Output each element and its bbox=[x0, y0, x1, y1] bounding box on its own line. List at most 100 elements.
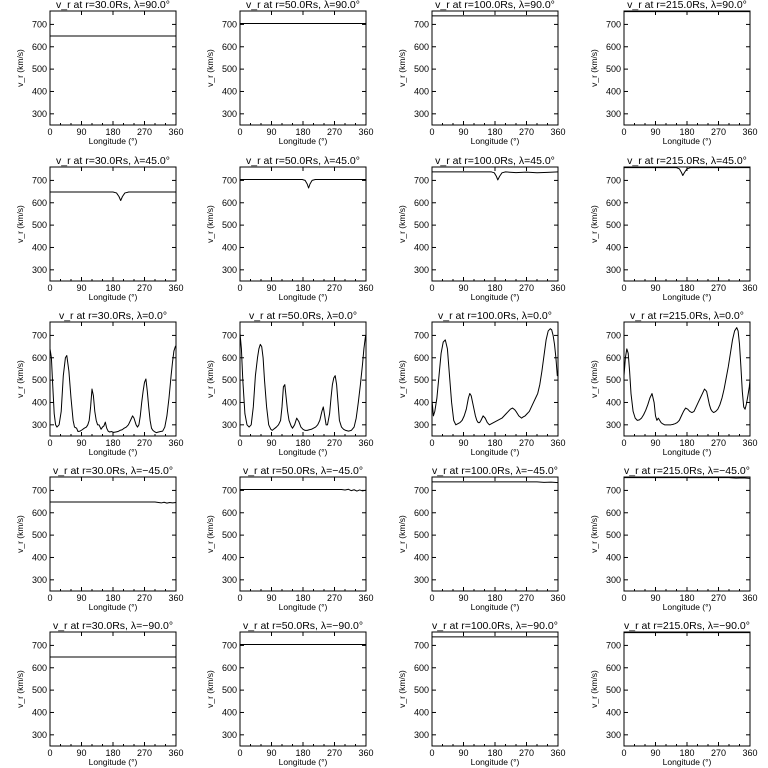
x-tick-label: 90 bbox=[266, 593, 276, 603]
x-axis-label: Longitude (°) bbox=[279, 292, 328, 302]
x-tick-label: 180 bbox=[679, 438, 694, 448]
y-tick-label: 400 bbox=[606, 86, 621, 96]
x-tick-label: 90 bbox=[266, 748, 276, 758]
y-tick-label: 500 bbox=[32, 685, 47, 695]
panel-3-0: v_r at r=30.0Rs, λ=−45.0° 0 90 180 270 360 300… bbox=[15, 465, 184, 612]
y-tick-label: 300 bbox=[606, 730, 621, 740]
x-tick-label: 270 bbox=[711, 748, 726, 758]
x-tick-label: 360 bbox=[358, 438, 373, 448]
x-tick-label: 270 bbox=[327, 748, 342, 758]
y-tick-label: 300 bbox=[606, 265, 621, 275]
panel-title: v_r at r=50.0Rs, λ=90.0° bbox=[246, 0, 360, 11]
x-tick-label: 180 bbox=[105, 127, 120, 137]
panel-title: v_r at r=50.0Rs, λ=−90.0° bbox=[243, 620, 363, 632]
y-tick-label: 500 bbox=[414, 64, 429, 74]
x-axis-label: Longitude (°) bbox=[471, 602, 520, 612]
panel-3-3: v_r at r=215.0Rs, λ=−45.0° 0 90 180 270 360 30… bbox=[589, 465, 758, 612]
panel-3-2: v_r at r=100.0Rs, λ=−45.0° 0 90 180 270 360 30… bbox=[397, 465, 566, 612]
y-tick-label: 300 bbox=[222, 265, 237, 275]
y-tick-label: 300 bbox=[222, 109, 237, 119]
panel-title: v_r at r=50.0Rs, λ=0.0° bbox=[249, 310, 357, 322]
y-tick-label: 600 bbox=[222, 42, 237, 52]
y-tick-label: 700 bbox=[32, 485, 47, 495]
panel-title: v_r at r=30.0Rs, λ=45.0° bbox=[56, 155, 170, 167]
panel-title: v_r at r=100.0Rs, λ=−45.0° bbox=[432, 465, 558, 477]
x-tick-label: 360 bbox=[742, 127, 757, 137]
y-axis-label: v_r (km/s) bbox=[397, 49, 407, 87]
x-tick-label: 0 bbox=[621, 593, 626, 603]
y-tick-label: 500 bbox=[606, 685, 621, 695]
y-tick-label: 300 bbox=[32, 575, 47, 585]
x-tick-label: 0 bbox=[47, 748, 52, 758]
x-tick-label: 90 bbox=[458, 593, 468, 603]
panel-title: v_r at r=50.0Rs, λ=45.0° bbox=[246, 155, 360, 167]
x-tick-label: 360 bbox=[742, 283, 757, 293]
y-tick-label: 700 bbox=[606, 19, 621, 29]
y-tick-label: 300 bbox=[222, 730, 237, 740]
x-tick-label: 360 bbox=[742, 748, 757, 758]
y-tick-label: 300 bbox=[222, 420, 237, 430]
x-tick-label: 180 bbox=[295, 748, 310, 758]
panel-2-3: v_r at r=215.0Rs, λ=0.0° 0 90 180 270 360 300 4… bbox=[589, 310, 758, 457]
x-tick-label: 270 bbox=[137, 127, 152, 137]
panel-4-2: v_r at r=100.0Rs, λ=−90.0° 0 90 180 270 360 30… bbox=[397, 620, 566, 767]
x-tick-label: 360 bbox=[358, 127, 373, 137]
panel-2-0: v_r at r=30.0Rs, λ=0.0° 0 90 180 270 360 300 40… bbox=[15, 310, 184, 457]
x-tick-label: 360 bbox=[742, 593, 757, 603]
y-tick-label: 700 bbox=[32, 19, 47, 29]
panel-title: v_r at r=100.0Rs, λ=−90.0° bbox=[432, 620, 558, 632]
y-tick-label: 700 bbox=[414, 485, 429, 495]
x-tick-label: 90 bbox=[458, 283, 468, 293]
y-tick-label: 600 bbox=[222, 198, 237, 208]
y-tick-label: 700 bbox=[222, 485, 237, 495]
panel-title: v_r at r=215.0Rs, λ=90.0° bbox=[627, 0, 747, 11]
x-axis-label: Longitude (°) bbox=[663, 757, 712, 767]
x-tick-label: 360 bbox=[550, 127, 565, 137]
panel-title: v_r at r=30.0Rs, λ=−45.0° bbox=[53, 465, 173, 477]
y-axis-label: v_r (km/s) bbox=[397, 670, 407, 708]
y-tick-label: 700 bbox=[222, 175, 237, 185]
x-tick-label: 270 bbox=[327, 438, 342, 448]
series-line bbox=[49, 345, 177, 434]
x-tick-label: 360 bbox=[550, 438, 565, 448]
y-tick-label: 300 bbox=[32, 420, 47, 430]
y-tick-label: 700 bbox=[414, 175, 429, 185]
x-axis-label: Longitude (°) bbox=[663, 602, 712, 612]
x-tick-label: 360 bbox=[168, 438, 183, 448]
y-tick-label: 400 bbox=[606, 242, 621, 252]
y-tick-label: 600 bbox=[414, 508, 429, 518]
y-tick-label: 300 bbox=[222, 575, 237, 585]
panel-0-1: v_r at r=50.0Rs, λ=90.0° 0 90 180 270 360 300 4… bbox=[205, 0, 374, 146]
x-tick-label: 90 bbox=[266, 438, 276, 448]
panel-1-2: v_r at r=100.0Rs, λ=45.0° 0 90 180 270 360 300… bbox=[397, 155, 566, 302]
y-tick-label: 500 bbox=[414, 220, 429, 230]
x-tick-label: 180 bbox=[105, 748, 120, 758]
y-tick-label: 600 bbox=[606, 198, 621, 208]
y-tick-label: 500 bbox=[606, 220, 621, 230]
x-tick-label: 0 bbox=[237, 748, 242, 758]
x-tick-label: 90 bbox=[76, 283, 86, 293]
y-axis-label: v_r (km/s) bbox=[397, 360, 407, 398]
x-tick-label: 270 bbox=[327, 127, 342, 137]
x-tick-label: 0 bbox=[429, 127, 434, 137]
series-line bbox=[240, 488, 367, 492]
x-tick-label: 360 bbox=[742, 438, 757, 448]
series-line bbox=[50, 191, 176, 202]
panel-title: v_r at r=215.0Rs, λ=45.0° bbox=[627, 155, 747, 167]
y-axis-label: v_r (km/s) bbox=[15, 205, 25, 243]
y-tick-label: 600 bbox=[414, 198, 429, 208]
y-axis-label: v_r (km/s) bbox=[205, 360, 215, 398]
y-tick-label: 500 bbox=[222, 685, 237, 695]
y-tick-label: 500 bbox=[32, 64, 47, 74]
y-tick-label: 700 bbox=[606, 485, 621, 495]
y-tick-label: 500 bbox=[414, 530, 429, 540]
x-tick-label: 0 bbox=[621, 438, 626, 448]
x-tick-label: 270 bbox=[519, 283, 534, 293]
y-tick-label: 600 bbox=[32, 663, 47, 673]
y-tick-label: 700 bbox=[606, 175, 621, 185]
x-axis-label: Longitude (°) bbox=[279, 757, 328, 767]
y-tick-label: 700 bbox=[414, 330, 429, 340]
x-tick-label: 270 bbox=[519, 593, 534, 603]
panel-4-3: v_r at r=215.0Rs, λ=−90.0° 0 90 180 270 360 30… bbox=[589, 620, 758, 767]
